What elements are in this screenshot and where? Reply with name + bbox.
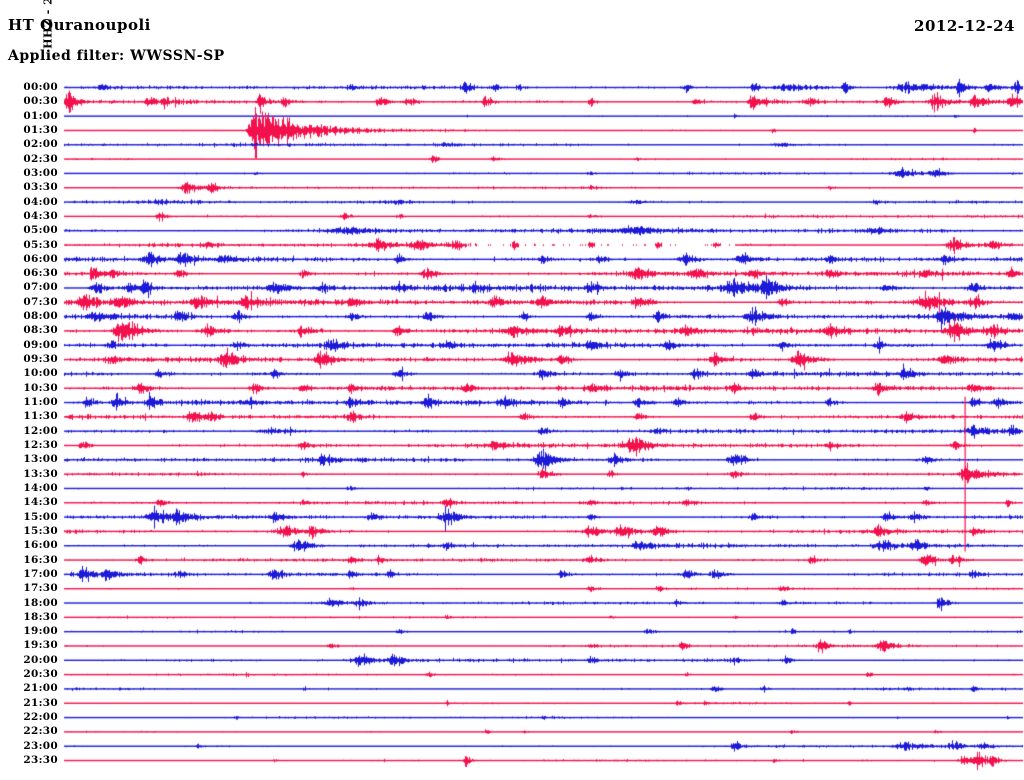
time-label: 19:00 (23, 625, 58, 638)
time-label: 06:30 (23, 267, 58, 280)
time-label: 09:30 (23, 353, 58, 366)
time-label: 10:00 (23, 367, 58, 380)
time-label: 22:00 (23, 711, 58, 724)
time-label: 13:00 (23, 453, 58, 466)
time-label: 18:30 (23, 610, 58, 623)
time-label: 09:00 (23, 338, 58, 351)
time-label: 02:00 (23, 138, 58, 151)
time-label: 20:00 (23, 653, 58, 666)
time-label: 12:00 (23, 424, 58, 437)
time-label: 07:30 (23, 295, 58, 308)
time-label: 21:00 (23, 682, 58, 695)
time-label: 14:30 (23, 496, 58, 509)
time-label: 05:30 (23, 238, 58, 251)
time-label: 15:00 (23, 510, 58, 523)
time-label: 17:00 (23, 567, 58, 580)
time-label: 07:00 (23, 281, 58, 294)
time-label: 08:30 (23, 324, 58, 337)
time-label: 18:00 (23, 596, 58, 609)
time-label: 11:30 (23, 410, 58, 423)
time-label: 08:00 (23, 310, 58, 323)
time-label: 20:30 (23, 668, 58, 681)
time-label: 19:30 (23, 639, 58, 652)
time-label: 21:30 (23, 696, 58, 709)
time-label: 01:30 (23, 123, 58, 136)
time-label: 16:30 (23, 553, 58, 566)
time-label: 15:30 (23, 524, 58, 537)
time-label: 12:30 (23, 439, 58, 451)
time-label: 02:30 (23, 152, 58, 165)
time-label: 13:30 (23, 467, 58, 480)
time-label: 23:00 (23, 739, 58, 752)
time-label: 14:00 (23, 481, 58, 494)
time-label: 04:00 (23, 195, 58, 208)
time-label: 16:00 (23, 539, 58, 552)
time-label: 03:00 (23, 166, 58, 179)
time-label: 23:30 (23, 754, 58, 767)
time-label: 00:30 (23, 95, 58, 108)
time-label: 00:00 (23, 81, 58, 93)
time-label: 01:00 (23, 109, 58, 122)
time-label: 22:30 (23, 725, 58, 738)
time-label: 05:00 (23, 224, 58, 237)
time-label: 06:00 (23, 252, 58, 265)
time-label: 04:30 (23, 209, 58, 222)
time-label: 11:00 (23, 396, 58, 409)
time-label: 17:30 (23, 582, 58, 595)
time-label: 03:30 (23, 181, 58, 194)
time-label: 10:30 (23, 381, 58, 394)
